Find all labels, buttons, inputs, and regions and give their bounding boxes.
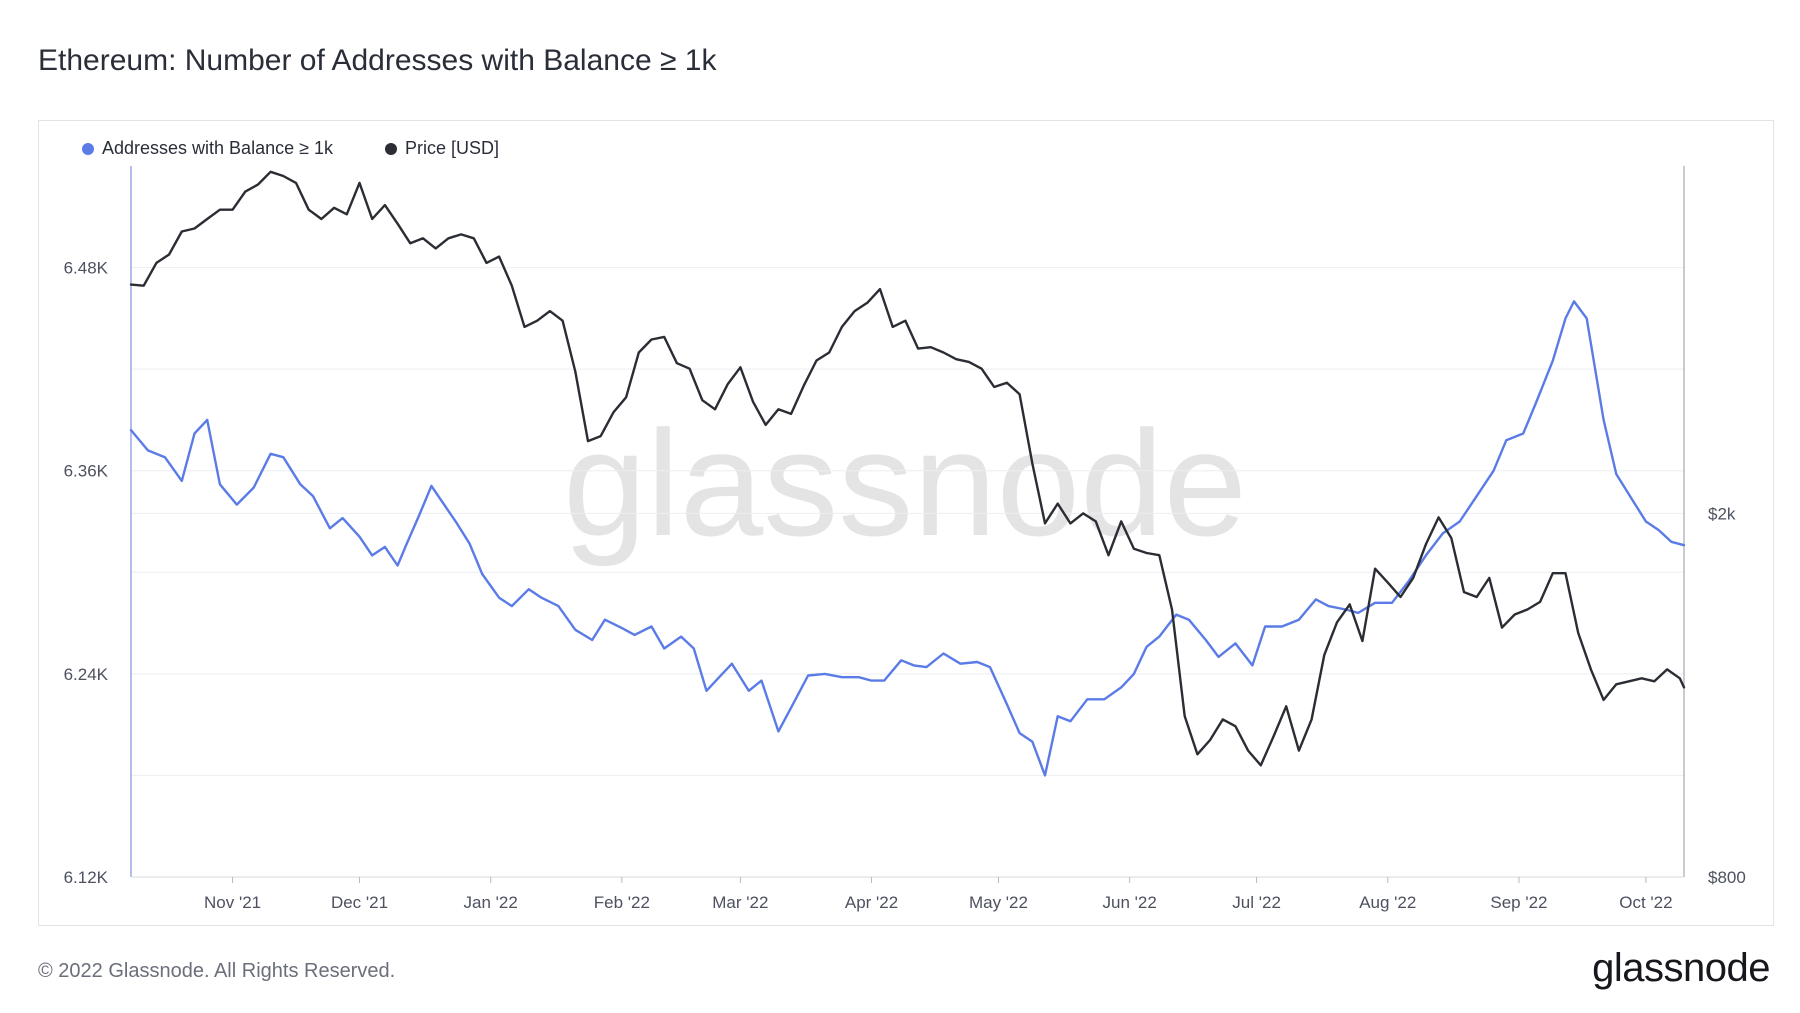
- series-layer: [129, 170, 1686, 777]
- x-tick-label: Nov '21: [204, 893, 261, 912]
- page-title: Ethereum: Number of Addresses with Balan…: [38, 44, 717, 77]
- legend-label-price: Price [USD]: [405, 138, 500, 158]
- footer-copyright: © 2022 Glassnode. All Rights Reserved.: [38, 960, 396, 982]
- x-tick-label: Apr '22: [845, 893, 898, 912]
- x-tick-label: Jun '22: [1103, 893, 1157, 912]
- x-tick-label: Dec '21: [331, 893, 388, 912]
- series-line-price: [129, 170, 1686, 767]
- x-tick-label: Jan '22: [464, 893, 518, 912]
- legend-dot-addresses-icon: [82, 142, 94, 155]
- y-left-tick-label: 6.12K: [64, 868, 109, 887]
- grid-lines: [131, 267, 1684, 878]
- legend[interactable]: Addresses with Balance ≥ 1k Price [USD]: [82, 138, 551, 159]
- x-tick-label: Sep '22: [1490, 893, 1547, 912]
- legend-item-addresses[interactable]: Addresses with Balance ≥ 1k: [82, 138, 333, 159]
- axes: 6.12K 6.24K 6.36K 6.48K $800 $2k Nov '21 Dec '2…: [64, 166, 1746, 912]
- y-right-tick-label: $800: [1708, 868, 1746, 887]
- x-tick-label: May '22: [969, 893, 1028, 912]
- y-left-tick-label: 6.48K: [64, 259, 109, 278]
- x-tick-label: Mar '22: [712, 893, 768, 912]
- y-left-tick-label: 6.24K: [64, 665, 109, 684]
- legend-item-price[interactable]: Price [USD]: [385, 138, 499, 159]
- legend-dot-price-icon: [385, 142, 397, 155]
- legend-label-addresses: Addresses with Balance ≥ 1k: [102, 138, 333, 158]
- watermark-text: glassnode: [563, 399, 1247, 567]
- x-tick-label: Oct '22: [1619, 893, 1672, 912]
- y-right-tick-label: $2k: [1708, 504, 1736, 523]
- x-tick-label: Jul '22: [1232, 893, 1281, 912]
- x-tick-label: Feb '22: [594, 893, 650, 912]
- footer-brand-logo[interactable]: glassnode: [1592, 946, 1770, 990]
- series-line-addresses: [129, 300, 1686, 777]
- y-left-tick-label: 6.36K: [64, 462, 109, 481]
- x-tick-label: Aug '22: [1359, 893, 1416, 912]
